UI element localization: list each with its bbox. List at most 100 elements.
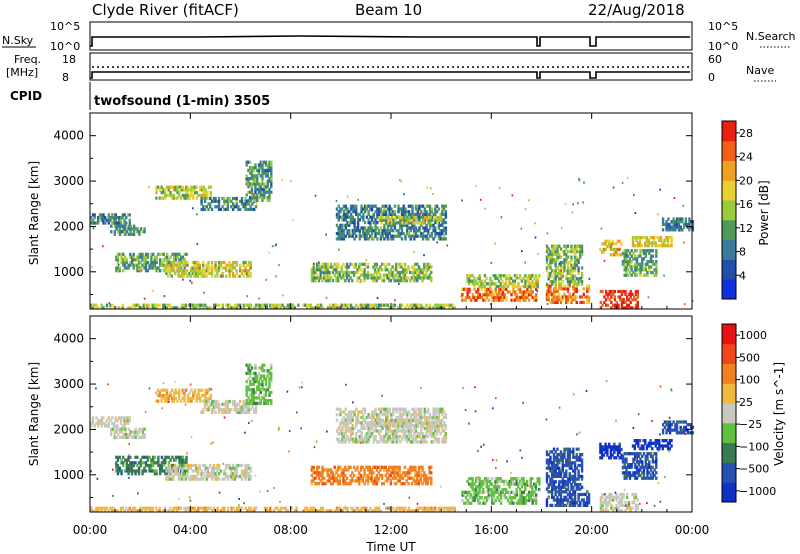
- power-cell: [441, 210, 444, 214]
- power-cell: [499, 293, 503, 297]
- power-cell: [249, 260, 252, 265]
- power-cell: [372, 221, 376, 225]
- vel-cell: [90, 509, 93, 513]
- power-cell: [270, 174, 273, 178]
- power-cell: [263, 196, 266, 200]
- power-cell: [191, 269, 194, 273]
- power-cell: [262, 303, 265, 307]
- vel-cell: [392, 429, 395, 433]
- power-cell: [498, 290, 501, 294]
- power-cell: [226, 263, 230, 267]
- vel-cell: [407, 471, 410, 475]
- vel-cell: [375, 479, 379, 483]
- vel-cell: [327, 509, 330, 513]
- power-cell: [688, 228, 691, 232]
- vel-cell: [355, 437, 358, 441]
- power-cell: [651, 241, 654, 245]
- power-cell: [159, 263, 162, 267]
- vel-cell: [239, 474, 242, 479]
- power-cell: [190, 303, 193, 307]
- power-cell: [399, 231, 402, 236]
- power-cell: [549, 292, 552, 296]
- vel-cell: [259, 366, 262, 370]
- power-cell: [396, 276, 400, 280]
- vel-cell: [402, 413, 405, 417]
- power-cell: [600, 242, 604, 246]
- vel-cell: [437, 410, 441, 414]
- power-cell: [174, 196, 177, 200]
- power-cell: [223, 207, 226, 212]
- vel-cell: [276, 506, 279, 510]
- power-cell: [320, 306, 323, 310]
- power-cell: [639, 249, 642, 253]
- power-cell: [202, 207, 205, 212]
- power-cell: [534, 276, 538, 281]
- power-cell: [441, 237, 444, 241]
- power-cell: [125, 216, 128, 220]
- vel-cell: [126, 416, 130, 420]
- vel-cell: [185, 458, 188, 462]
- power-cell: [176, 191, 179, 195]
- vel-cell: [132, 430, 136, 434]
- power-cell: [627, 268, 630, 272]
- power-cell: [256, 168, 259, 173]
- vel-cell: [409, 413, 412, 417]
- power-cell: [153, 258, 157, 262]
- power-cell: [174, 271, 177, 276]
- power-cell: [613, 250, 616, 254]
- power-cell: [318, 303, 321, 307]
- power-cell: [392, 303, 395, 307]
- vel-cell: [413, 413, 416, 417]
- vel-cell: [442, 415, 446, 420]
- power-cell: [631, 236, 635, 240]
- power-cell: [644, 254, 647, 258]
- vel-cell: [418, 432, 421, 436]
- power-cell: [342, 276, 345, 280]
- vel-cell: [132, 509, 135, 513]
- vel-cell: [104, 509, 107, 513]
- power-cell: [374, 218, 377, 222]
- power-cell: [141, 230, 145, 234]
- power-cell: [172, 263, 175, 267]
- power-cell: [636, 289, 639, 294]
- vel-cell: [389, 473, 393, 478]
- vel-cell: [237, 408, 240, 412]
- power-cell: [416, 215, 419, 219]
- power-cell: [130, 258, 134, 262]
- vel-cell: [240, 410, 244, 415]
- power-cell: [203, 196, 207, 201]
- power-cell: [339, 234, 342, 238]
- power-cell: [217, 202, 221, 206]
- vel-cell: [379, 434, 383, 439]
- power-cell: [622, 298, 625, 302]
- power-cell: [394, 221, 397, 225]
- power-cell: [577, 277, 580, 281]
- power-cell: [639, 254, 642, 258]
- power-cell: [395, 229, 398, 233]
- vel-cell: [127, 458, 130, 462]
- power-cell: [379, 237, 383, 241]
- power-cell: [624, 300, 627, 305]
- vel-cell: [182, 472, 186, 476]
- vel-cell: [118, 469, 121, 473]
- vel-cell: [149, 509, 153, 513]
- power-cell: [378, 207, 381, 211]
- vel-cell: [116, 509, 119, 513]
- power-cell: [399, 226, 402, 230]
- power-cell: [420, 223, 423, 227]
- power-cell: [297, 303, 300, 307]
- power-cell: [124, 227, 127, 231]
- vel-cell: [130, 469, 134, 473]
- vel-cell: [261, 363, 264, 367]
- vel-cell: [210, 410, 214, 415]
- vel-cell: [219, 469, 223, 473]
- power-cell: [390, 207, 393, 211]
- power-speck: [365, 259, 368, 262]
- power-cell: [126, 306, 130, 310]
- power-cell: [554, 295, 557, 299]
- vel-cell: [202, 394, 205, 398]
- power-cell: [337, 279, 340, 283]
- vel-cell: [216, 463, 219, 468]
- power-cell: [575, 300, 578, 305]
- vel-cell: [263, 369, 266, 373]
